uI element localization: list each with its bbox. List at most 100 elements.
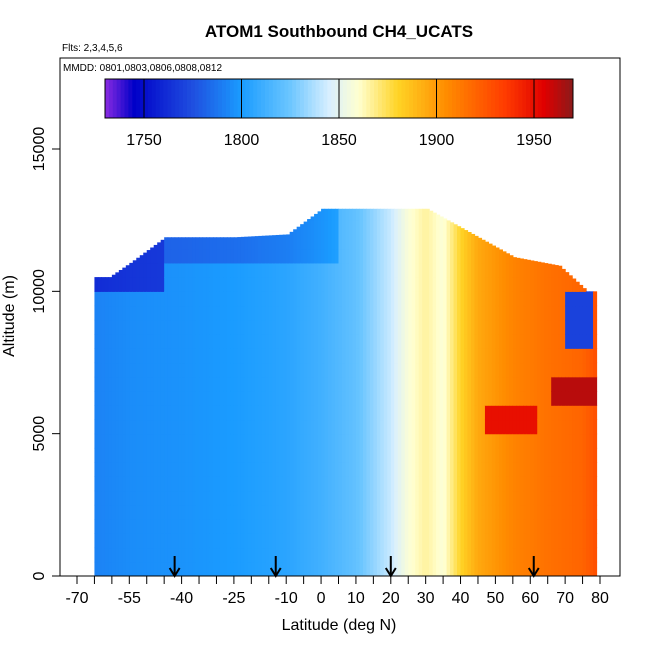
heatmap-cell: [404, 476, 409, 492]
heatmap-cell: [185, 291, 190, 307]
heatmap-cell: [537, 291, 542, 307]
heatmap-cell: [199, 390, 204, 406]
heatmap-cell: [324, 433, 329, 449]
heatmap-cell: [317, 334, 322, 349]
heatmap-cell: [481, 419, 486, 435]
heatmap-cell: [195, 533, 200, 549]
heatmap-cell: [226, 419, 232, 435]
heatmap-cell: [115, 476, 120, 492]
heatmap-cell: [439, 419, 444, 435]
heatmap-cell: [341, 348, 347, 364]
heatmap-cell: [397, 291, 402, 307]
heatmap-cell: [171, 504, 176, 520]
colorbar-segment: [506, 79, 512, 118]
heatmap-cell: [457, 291, 462, 307]
heatmap-cell: [233, 305, 238, 321]
heatmap-cell: [544, 419, 549, 435]
heatmap-cell: [579, 490, 584, 506]
heatmap-cell: [268, 476, 273, 492]
heatmap-cell: [132, 504, 137, 520]
heatmap-cell: [254, 547, 259, 563]
heatmap-cell: [593, 348, 598, 364]
heatmap-cell: [108, 462, 113, 477]
heatmap-cell: [373, 277, 378, 292]
heatmap-cell: [439, 462, 444, 477]
heatmap-cell: [502, 262, 507, 278]
heatmap-cell: [244, 462, 249, 477]
heatmap-cell: [115, 405, 120, 421]
heatmap-cell: [498, 291, 503, 307]
heatmap-cell: [143, 561, 148, 576]
heatmap-cell: [561, 348, 566, 364]
heatmap-cell: [115, 462, 120, 477]
heatmap-cell: [258, 504, 263, 520]
heatmap-cell: [488, 533, 493, 549]
heatmap-cell: [136, 405, 141, 421]
heatmap-cell: [115, 305, 120, 321]
heatmap-cell: [477, 462, 483, 477]
heatmap-cell: [387, 390, 392, 406]
heatmap-cell: [178, 419, 183, 435]
plot-frame: [59, 57, 621, 577]
heatmap-cell: [157, 348, 162, 364]
heatmap-cell: [181, 348, 186, 364]
heatmap-cell: [212, 433, 218, 449]
heatmap-cell: [328, 208, 333, 221]
heatmap-cell: [453, 462, 458, 477]
heatmap-cell: [352, 533, 357, 549]
heatmap-cell: [432, 262, 437, 278]
heatmap-cell: [415, 248, 420, 264]
heatmap-cell: [362, 208, 367, 221]
heatmap-cell: [477, 376, 483, 392]
heatmap-cell: [115, 490, 120, 506]
heatmap-cell: [331, 490, 336, 506]
heatmap-cell: [394, 277, 399, 292]
heatmap-cell: [233, 277, 238, 292]
heatmap-cell: [160, 504, 165, 520]
heatmap-cell: [425, 220, 430, 235]
heatmap-cell: [470, 291, 476, 307]
heatmap-cell: [498, 305, 503, 321]
colorbar-segment: [186, 79, 192, 118]
heatmap-cell: [282, 462, 287, 477]
heatmap-cell: [345, 208, 350, 221]
heatmap-cell: [537, 362, 542, 378]
heatmap-cell: [174, 305, 179, 321]
heatmap-cell: [474, 291, 479, 307]
heatmap-cell: [230, 291, 235, 307]
heatmap-cell: [341, 305, 347, 321]
heatmap-cell: [505, 462, 510, 477]
heatmap-cell: [523, 262, 528, 278]
heatmap-cell: [561, 504, 566, 520]
heatmap-cell: [589, 533, 594, 549]
heatmap-cell: [296, 248, 301, 264]
colorbar-segment: [116, 79, 122, 118]
heatmap-cell: [415, 291, 420, 307]
heatmap-cell: [237, 547, 242, 563]
heatmap-cell: [289, 490, 294, 506]
heatmap-cell: [307, 447, 312, 463]
heatmap-cell: [157, 376, 162, 392]
heatmap-cell: [94, 334, 99, 349]
colorbar-segment: [303, 79, 309, 118]
heatmap-cell: [300, 262, 305, 278]
heatmap-cell: [488, 561, 493, 576]
heatmap-cell: [254, 319, 259, 335]
heatmap-cell: [491, 504, 496, 520]
heatmap-cell: [432, 305, 437, 321]
heatmap-cell: [254, 277, 259, 292]
heatmap-cell: [157, 476, 162, 492]
heatmap-cell: [554, 561, 559, 576]
heatmap-cell: [314, 291, 319, 307]
heatmap-cell: [411, 277, 416, 292]
heatmap-cell: [443, 390, 448, 406]
heatmap-cell: [150, 305, 155, 321]
heatmap-cell: [558, 561, 563, 576]
heatmap-cell: [572, 519, 577, 534]
heatmap-cell: [498, 490, 503, 506]
heatmap-cell: [118, 405, 123, 421]
heatmap-cell: [460, 334, 465, 349]
heatmap-cell: [429, 248, 434, 264]
heatmap-cell: [289, 234, 294, 250]
heatmap-cell: [512, 533, 517, 549]
